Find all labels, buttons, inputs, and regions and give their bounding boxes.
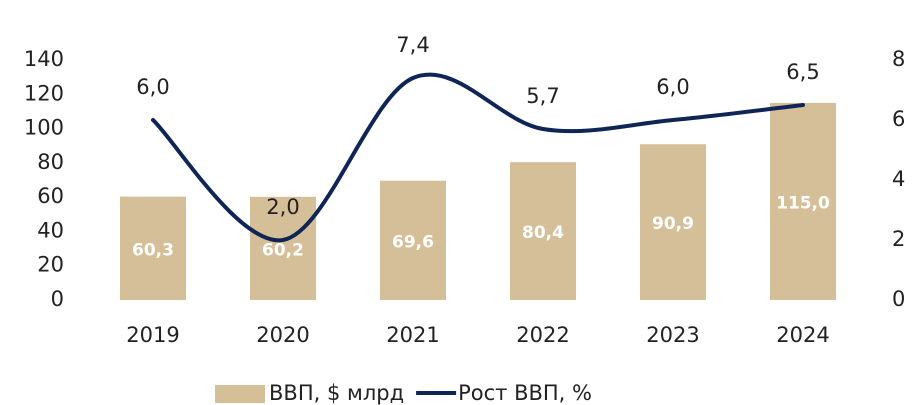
x-tick-label: 2023 [646, 323, 699, 347]
y2-tick-label: 0 [892, 287, 905, 311]
y-tick-label: 140 [24, 47, 64, 71]
bar-value-label: 115,0 [776, 193, 830, 213]
x-tick-label: 2019 [126, 323, 179, 347]
bar [770, 102, 836, 300]
x-tick-label: 2021 [386, 323, 439, 347]
y-tick-label: 100 [24, 116, 64, 140]
line-value-label: 6,5 [786, 60, 819, 84]
line-value-label: 2,0 [266, 195, 299, 219]
bar-value-label: 60,2 [262, 240, 304, 260]
y2-tick-label: 8 [892, 47, 905, 71]
y2-tick-label: 6 [892, 107, 905, 131]
bar [510, 162, 576, 300]
y2-tick-label: 4 [892, 167, 905, 191]
line-value-label: 5,7 [526, 84, 559, 108]
bar-value-label: 60,3 [132, 240, 174, 260]
x-tick-label: 2022 [516, 323, 569, 347]
y2-tick-label: 2 [892, 227, 905, 251]
y-tick-label: 120 [24, 81, 64, 105]
y-tick-label: 20 [37, 253, 64, 277]
y-tick-label: 60 [37, 184, 64, 208]
bar [380, 180, 446, 300]
y-tick-label: 0 [51, 287, 64, 311]
legend-label: ВВП, $ млрд [269, 381, 404, 405]
line-value-label: 6,0 [136, 75, 169, 99]
bar [250, 196, 316, 300]
bar-value-label: 80,4 [522, 223, 564, 243]
bar [640, 144, 706, 300]
legend-swatch [215, 385, 265, 403]
legend-label: Рост ВВП, % [458, 381, 592, 405]
y-tick-label: 40 [37, 218, 64, 242]
x-tick-label: 2020 [256, 323, 309, 347]
bar-value-label: 69,6 [392, 232, 434, 252]
line [151, 72, 805, 243]
line-value-label: 6,0 [656, 75, 689, 99]
line-value-label: 7,4 [396, 33, 429, 57]
x-tick-label: 2024 [776, 323, 829, 347]
y-tick-label: 80 [37, 150, 64, 174]
bar-value-label: 90,9 [652, 214, 694, 234]
bar [120, 196, 186, 300]
